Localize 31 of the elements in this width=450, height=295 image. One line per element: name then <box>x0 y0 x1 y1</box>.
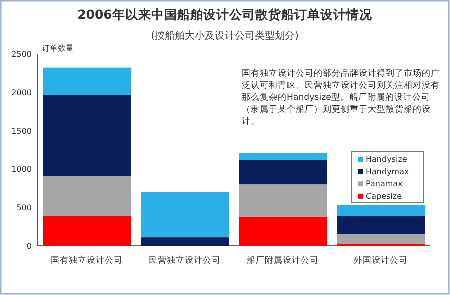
legend-label: Handysize <box>366 155 408 164</box>
bar <box>43 216 131 246</box>
x-tick-label: 民营独立设计公司 <box>149 255 221 266</box>
x-tick-label: 国有独立设计公司 <box>51 255 123 266</box>
bar <box>337 216 425 234</box>
legend-label: Capesize <box>366 192 402 201</box>
bar <box>43 176 131 216</box>
legend-label: Handymax <box>366 167 410 176</box>
y-tick-label: 2000 <box>12 88 32 98</box>
bar <box>239 160 327 185</box>
y-tick-label: 2500 <box>12 50 32 59</box>
chart-subtitle: (按船舶大小及设计公司类型划分) <box>151 30 299 42</box>
bar <box>239 184 327 217</box>
bar <box>239 216 327 246</box>
bar <box>239 153 327 160</box>
chart-title: 2006年以来中国船舶设计公司散货船订单设计情况 <box>78 7 374 22</box>
y-tick-label: 1500 <box>12 126 32 136</box>
annotation: 国有独立设计公司的部分品牌设计得到了市场的广泛认可和青睐。民营独立设计公司则关注相对没有那么复杂的Handysize型。船厂附属的设计公司（隶属于某个船厂）则更侧重于大型散货船的设计。 <box>242 68 441 128</box>
legend-label: Panamax <box>366 180 404 189</box>
bar <box>141 238 229 246</box>
bar <box>337 234 425 244</box>
x-tick-label: 船厂附属设计公司 <box>247 255 319 266</box>
y-tick-label: 0 <box>26 242 32 251</box>
bar <box>337 205 425 216</box>
y-tick-label: 500 <box>16 204 32 213</box>
bar <box>43 95 131 176</box>
y-tick-label: 1000 <box>12 165 32 174</box>
bar <box>141 192 229 238</box>
x-tick-label: 外国设计公司 <box>354 255 408 266</box>
bar <box>43 68 131 96</box>
y-axis-title: 订单数量 <box>42 44 74 53</box>
